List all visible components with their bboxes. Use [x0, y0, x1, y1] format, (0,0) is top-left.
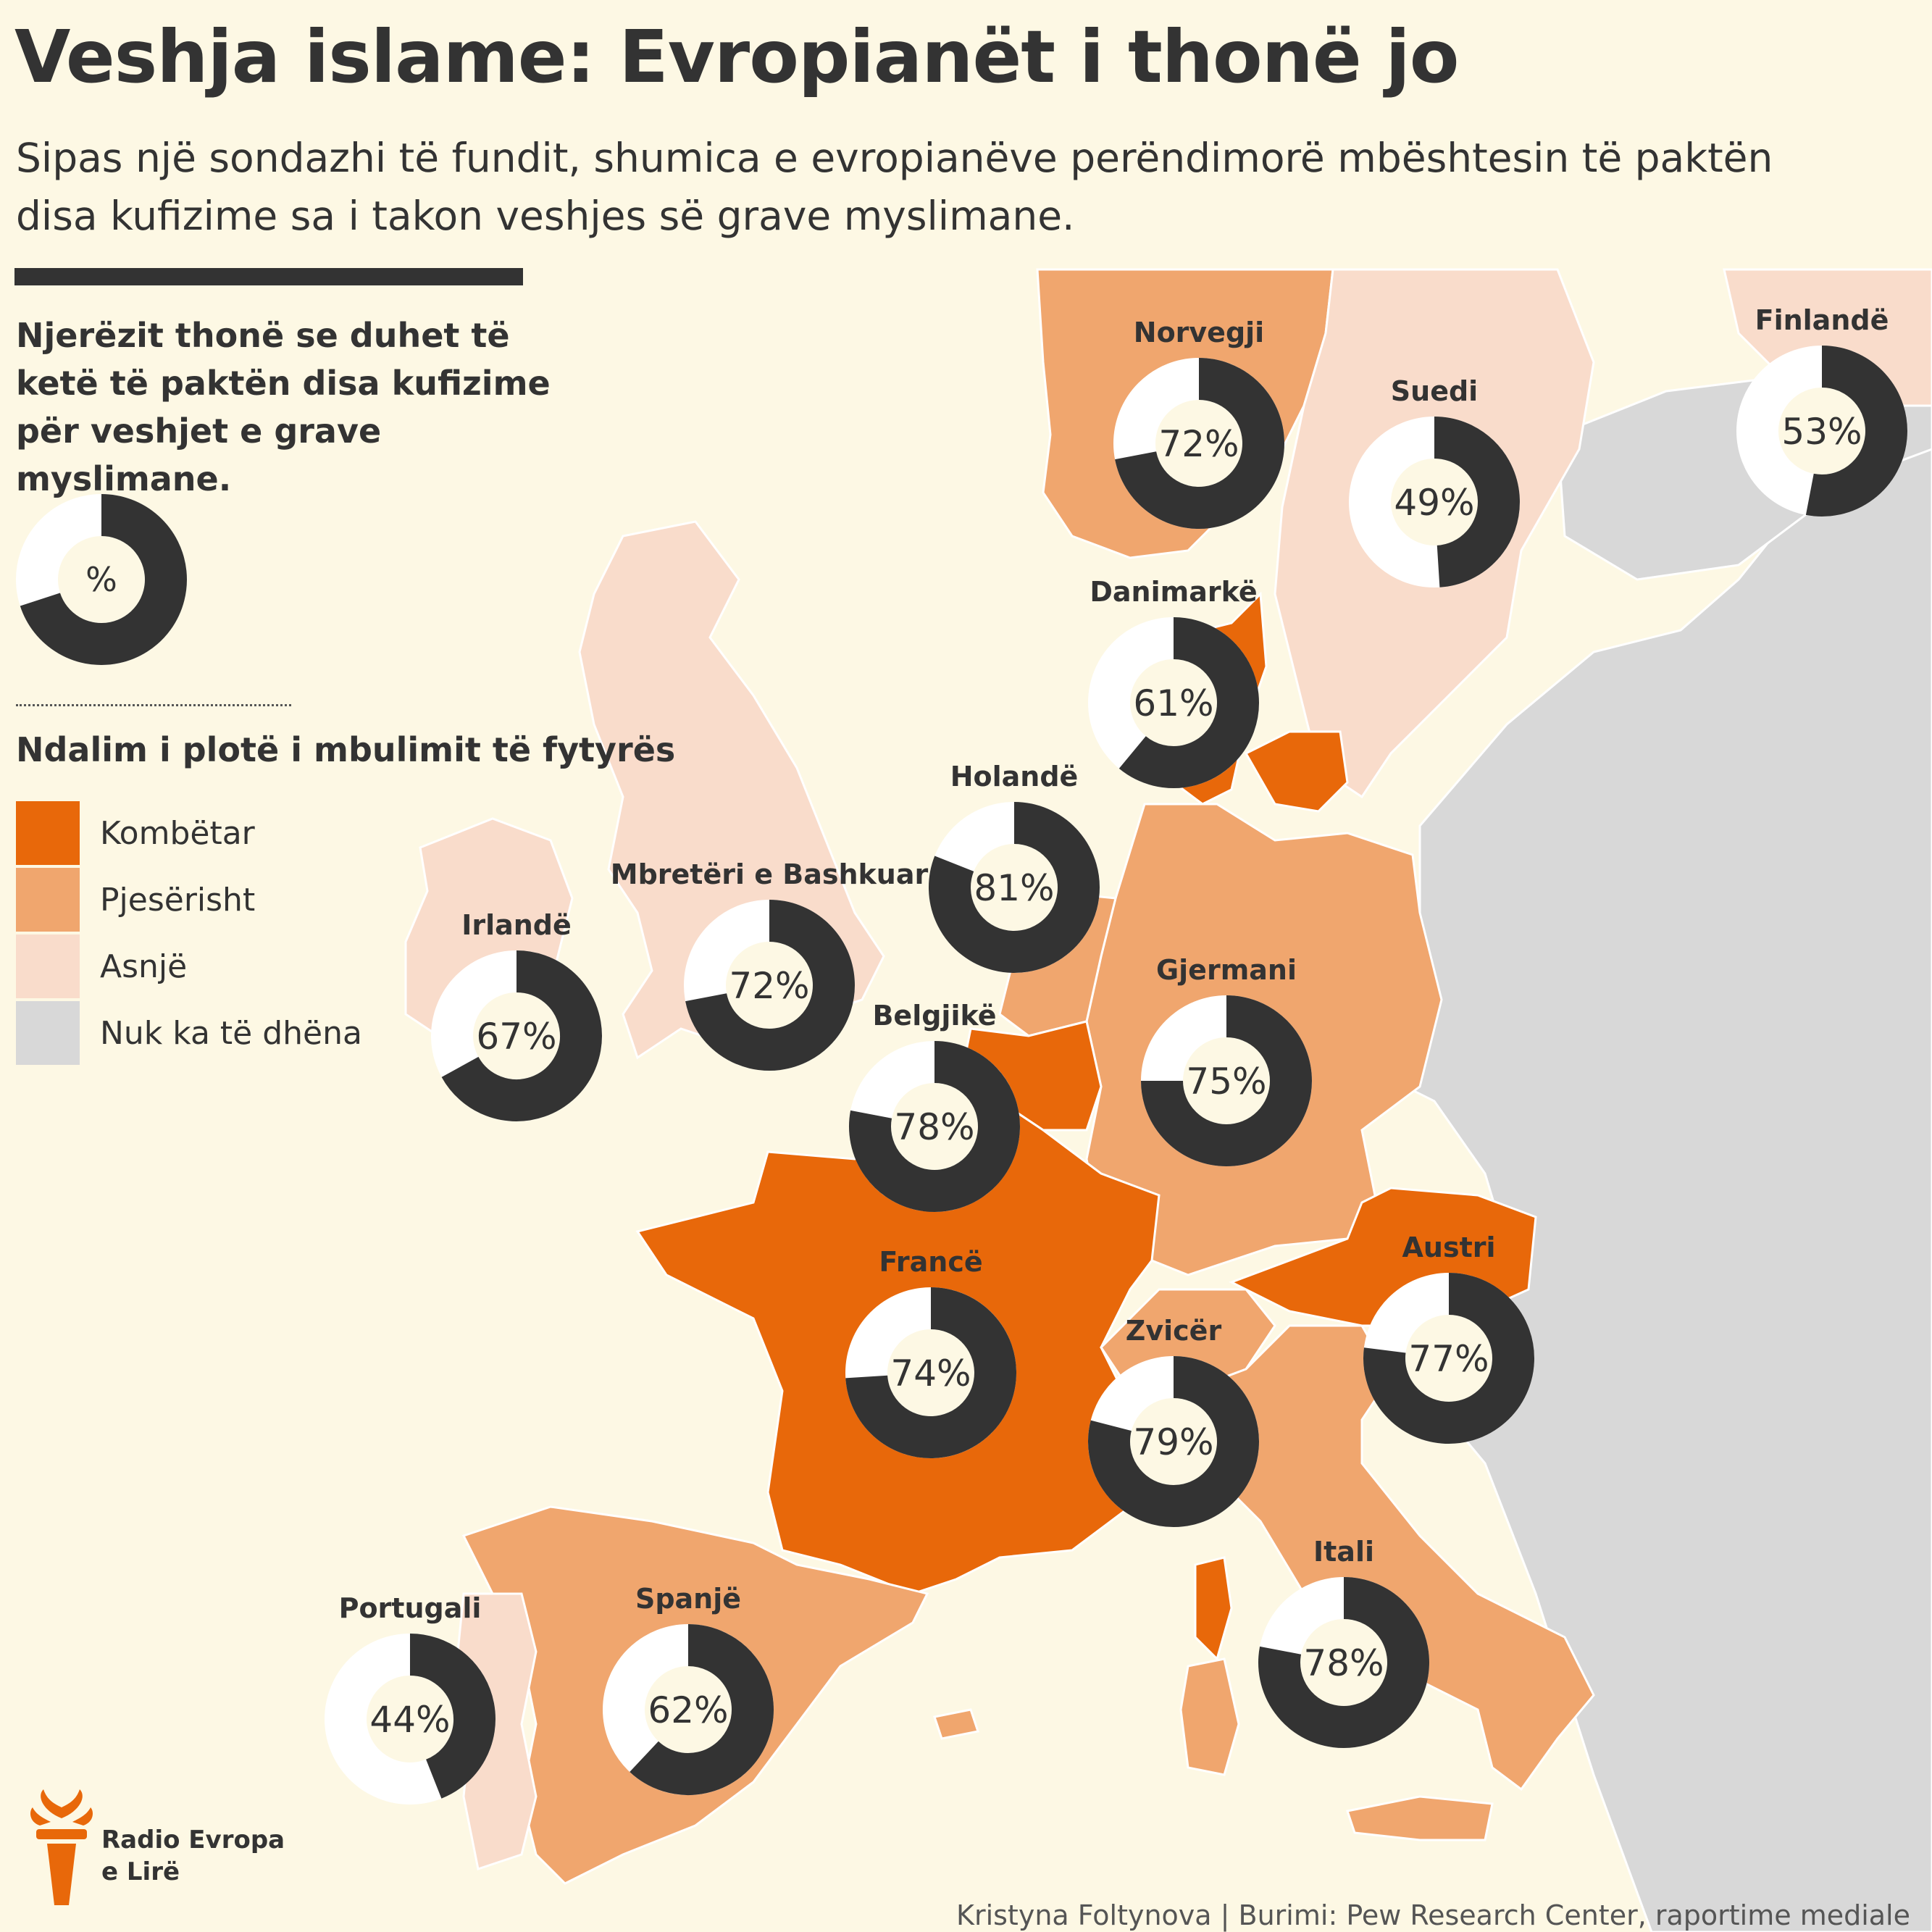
country-name-label: Austri: [1402, 1231, 1495, 1263]
legend-item-kombetar: Kombëtar: [16, 801, 255, 865]
country-name-label: Zvicër: [1126, 1315, 1222, 1347]
country-percent-label: 61%: [1133, 682, 1213, 724]
country-name-label: Portugali: [339, 1592, 482, 1624]
brand-name: Radio Evropa e Lirë: [101, 1824, 285, 1888]
legend-label: Kombëtar: [100, 814, 255, 852]
donut-value-arc: [630, 1624, 774, 1795]
donut-austri: [1363, 1273, 1534, 1444]
page-title: Veshja islame: Evropianët i thonë jo: [14, 14, 1459, 99]
country-name-label: Belgjikë: [872, 1000, 996, 1032]
donut-spanj-: [603, 1624, 774, 1795]
legend-swatch: [16, 801, 80, 865]
donut-value-arc: [849, 1041, 1020, 1212]
legend-donut-ring: [16, 494, 187, 665]
country-percent-label: 44%: [369, 1699, 450, 1741]
donut-value-arc: [1805, 346, 1907, 517]
country-name-label: Mbretëri e Bashkuar: [611, 858, 929, 890]
legend-label: Pjesërisht: [100, 881, 256, 919]
country-name-label: Finlandë: [1755, 304, 1889, 336]
country-percent-label: 49%: [1394, 482, 1474, 524]
donut-value-arc: [1115, 358, 1284, 529]
country-percent-label: 62%: [648, 1689, 728, 1731]
country-percent-label: 72%: [729, 965, 809, 1007]
legend-label: Nuk ka të dhëna: [100, 1014, 362, 1052]
donut-value-arc: [1363, 1273, 1534, 1444]
country-name-label: Francë: [879, 1246, 982, 1278]
region-balearics: [933, 1708, 979, 1740]
country-name-label: Spanjë: [635, 1583, 741, 1615]
region-sicily: [1346, 1795, 1494, 1841]
legend-item-asnje: Asnjë: [16, 934, 187, 998]
donut-value-arc: [685, 900, 855, 1071]
country-percent-label: 77%: [1408, 1338, 1489, 1380]
donut-value-arc: [20, 494, 187, 665]
country-name-label: Gjermani: [1156, 954, 1297, 986]
legend-item-pjeserisht: Pjesërisht: [16, 868, 255, 932]
legend-label: Asnjë: [100, 948, 188, 985]
donut-norvegji: [1113, 358, 1284, 529]
country-percent-label: 74%: [890, 1352, 971, 1394]
legend-donut: %: [16, 494, 187, 665]
region-corsica: [1194, 1556, 1233, 1661]
donut-value-arc: [1118, 617, 1259, 788]
country-name-label: Norvegji: [1134, 317, 1264, 348]
donut-finland-: [1736, 346, 1907, 517]
donut-value-arc: [845, 1287, 1016, 1458]
donut-franc-: [845, 1287, 1016, 1458]
donut-gjermani: [1141, 995, 1312, 1166]
donut-value-arc: [1088, 1356, 1259, 1527]
country-name-label: Irlandë: [461, 909, 572, 941]
country-name-label: Suedi: [1391, 375, 1478, 407]
country-percent-label: 81%: [974, 867, 1054, 909]
country-percent-label: 53%: [1781, 411, 1862, 453]
donut-value-arc: [1258, 1577, 1429, 1748]
region-sardinia: [1179, 1657, 1240, 1776]
donut-zvic-r: [1088, 1356, 1259, 1527]
donut-irland-: [431, 950, 602, 1121]
country-name-label: Danimarkë: [1090, 576, 1257, 608]
country-percent-label: 72%: [1158, 423, 1239, 465]
source-credit: Kristyna Foltynova | Burimi: Pew Researc…: [956, 1899, 1910, 1931]
ban-legend-heading: Ndalim i plotë i mbulimit të fytyrës: [16, 730, 676, 769]
page-subtitle: Sipas një sondazhi të fundit, shumica e …: [16, 135, 1773, 239]
region-denmark-islands: [1244, 730, 1349, 813]
donut-mbret-ri-e-bashkuar: [684, 900, 855, 1071]
brand-line-2: e Lirë: [101, 1857, 180, 1886]
donut-value-arc: [409, 1634, 495, 1799]
title-divider: [14, 268, 523, 285]
legend-swatch: [16, 1001, 80, 1065]
legend-swatch: [16, 934, 80, 998]
donut-belgjik-: [849, 1041, 1020, 1212]
legend-donut-symbol: %: [85, 560, 117, 599]
donut-value-arc: [929, 802, 1100, 973]
country-percent-label: 78%: [894, 1106, 974, 1148]
donut-value-arc: [441, 950, 602, 1121]
donut-danimark-: [1088, 617, 1259, 788]
donut-value-arc: [1433, 417, 1520, 587]
country-percent-label: 79%: [1133, 1421, 1213, 1463]
brand-logo-icon: [30, 1789, 93, 1905]
legend-item-no-data: Nuk ka të dhëna: [16, 1001, 362, 1065]
country-percent-label: 78%: [1303, 1642, 1384, 1684]
country-percent-label: 67%: [476, 1016, 556, 1058]
donut-itali: [1258, 1577, 1429, 1748]
donut-portugali: [325, 1634, 495, 1805]
donut-suedi: [1349, 417, 1520, 587]
legend-divider: [16, 704, 291, 706]
country-name-label: Holandë: [950, 761, 1079, 793]
donut-legend-heading: Njerëzit thonë se duhet të ketë të paktë…: [16, 316, 551, 498]
brand-line-1: Radio Evropa: [101, 1826, 285, 1854]
country-percent-label: 75%: [1186, 1061, 1266, 1103]
legend-swatch: [16, 868, 80, 932]
country-name-label: Itali: [1313, 1536, 1374, 1568]
donut-value-arc: [1141, 995, 1312, 1166]
donut-holand-: [929, 802, 1100, 973]
